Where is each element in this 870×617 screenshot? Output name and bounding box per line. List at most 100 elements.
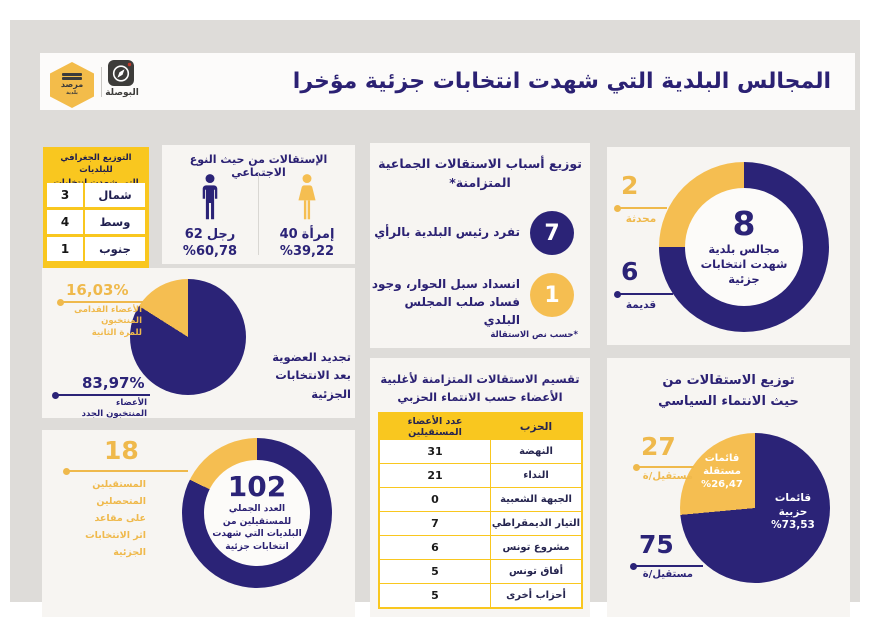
woman-icon bbox=[298, 174, 316, 220]
men-word: رجل bbox=[206, 227, 236, 242]
councils-center-label: مجالس بلدية شهدت انتخابات جزئية bbox=[700, 241, 788, 286]
table-row: 21 النداء bbox=[380, 463, 581, 487]
donut-center: 102 العدد الجملي للمستقيلين من البلديات … bbox=[204, 460, 310, 566]
gender-panel-title: الإستقالات من حيث النوع الاجتماعي bbox=[189, 153, 328, 179]
resignees-donut-chart: 102 العدد الجملي للمستقيلين من البلديات … bbox=[182, 438, 332, 588]
reason-text: انسداد سبل الحوار، وجود فساد صلب المجلس … bbox=[371, 277, 520, 327]
callout-line bbox=[614, 204, 667, 212]
party-column-header: الحزب bbox=[519, 420, 553, 433]
old-councils-label: قديمة bbox=[625, 299, 657, 311]
table-row: 5 أحزاب أخرى bbox=[380, 583, 581, 607]
councils-donut-chart: 8 مجالس بلدية شهدت انتخابات جزئية bbox=[659, 162, 829, 332]
callout-line bbox=[52, 391, 150, 399]
party-name: التيار الديمقراطي bbox=[491, 518, 581, 529]
table-row: 3 شمال bbox=[47, 183, 145, 207]
callout-line bbox=[57, 298, 143, 306]
total-resignees-panel: 102 العدد الجملي للمستقيلين من البلديات … bbox=[42, 430, 355, 617]
women-count-line: 40 إمرأة bbox=[259, 227, 355, 242]
political-pie-chart bbox=[680, 433, 830, 583]
party-table-panel: تقسيم الاستقالات المتزامنة لأغلبية الأعض… bbox=[370, 358, 590, 617]
party-name: أفاق تونس bbox=[508, 566, 564, 577]
region-label: وسط bbox=[99, 215, 131, 229]
councils-panel: 8 مجالس بلدية شهدت انتخابات جزئية 2 محدث… bbox=[607, 147, 850, 345]
marsad-logo-text: مرصد bbox=[60, 80, 84, 90]
table-row: 7 التيار الديمقراطي bbox=[380, 511, 581, 535]
reasons-panel-title: توزيع أسباب الاستقالات الجماعية المتزامن… bbox=[378, 156, 582, 191]
men-count-line: 62 رجل bbox=[162, 227, 258, 242]
party-count: 75 bbox=[639, 530, 674, 559]
callout-line bbox=[614, 290, 673, 298]
seat-winners-label: المستقيلين المتحصلين على مقاعد اثر الانت… bbox=[85, 479, 146, 559]
resignees-total: 102 bbox=[227, 470, 287, 504]
political-affiliation-panel: توزيع الاستقالات من حيث الانتماء السياسي… bbox=[607, 358, 850, 617]
callout-line bbox=[633, 463, 694, 471]
region-label: جنوب bbox=[99, 242, 131, 256]
old-members-label: الأعضاء القدامى المنتخبون للمرة الثانية bbox=[74, 305, 142, 338]
political-panel-title: توزيع الاستقالات من حيث الانتماء السياسي bbox=[658, 373, 799, 410]
geo-table: 3 شمال 4 وسط 1 جنوب bbox=[47, 183, 145, 264]
marsad-logo-subtext: بلدية bbox=[66, 90, 78, 97]
resign-count: 21 bbox=[380, 464, 491, 487]
logo-bar-icon bbox=[62, 73, 82, 77]
region-count: 1 bbox=[47, 237, 85, 261]
party-table-title: تقسيم الاستقالات المتزامنة لأغلبية الأعض… bbox=[380, 372, 580, 405]
old-members-pct: 16,03% bbox=[66, 281, 129, 299]
women-percentage: %39,22 bbox=[279, 244, 335, 259]
footnote: *حسب نص الاستقالة bbox=[490, 330, 578, 340]
logo-separator bbox=[101, 67, 102, 97]
count-column-header: عدد الأعضاء المستقيلين bbox=[380, 414, 491, 439]
women-word: إمرأة bbox=[301, 227, 335, 242]
compass-icon bbox=[108, 60, 134, 86]
callout-line bbox=[63, 467, 188, 475]
region-count: 3 bbox=[47, 183, 85, 207]
donut-center: 8 مجالس بلدية شهدت انتخابات جزئية bbox=[685, 188, 803, 306]
table-row: 5 أفاق تونس bbox=[380, 559, 581, 583]
geo-distribution-box: التوزيع الجغرافي للبلديات التي شهدت انتخ… bbox=[43, 147, 149, 268]
old-councils-value: 6 bbox=[621, 257, 639, 286]
table-row: 4 وسط bbox=[47, 210, 145, 234]
party-count-word: مستقيل/ة bbox=[642, 569, 693, 580]
header-bar: مرصد بلدية البوصلة المجالس البلدية التي … bbox=[40, 53, 855, 110]
callout-line bbox=[630, 562, 703, 570]
membership-panel-title: تجديد العضوية بعد الانتخابات الجزئية bbox=[272, 350, 351, 401]
resign-count: 6 bbox=[380, 536, 491, 559]
new-members-pct: 83,97% bbox=[82, 374, 145, 392]
membership-renewal-panel: تجديد العضوية بعد الانتخابات الجزئية 16,… bbox=[42, 268, 355, 420]
independent-lists-pct: %26,47 bbox=[701, 479, 743, 490]
councils-total: 8 bbox=[732, 204, 756, 244]
men-count: 62 bbox=[184, 227, 203, 242]
men-percentage: %60,78 bbox=[182, 244, 238, 259]
marsad-baladia-logo: مرصد بلدية bbox=[50, 62, 94, 108]
resignees-center-label: العدد الجملي للمستقيلين من البلديات التي… bbox=[212, 504, 302, 552]
party-table: عدد الأعضاء المستقيلين الحزب 31 النهضة 2… bbox=[378, 412, 583, 609]
new-members-label: الأعضاء المنتخبون الجدد bbox=[81, 398, 147, 420]
region-label: شمال bbox=[98, 188, 132, 202]
seat-winners-value: 18 bbox=[104, 436, 139, 465]
new-councils-label: محدثة bbox=[625, 213, 657, 225]
logo-bar-icon bbox=[62, 77, 82, 81]
region-count: 4 bbox=[47, 210, 85, 234]
party-name: الجبهة الشعبية bbox=[500, 494, 572, 505]
membership-pie-chart bbox=[130, 279, 246, 395]
independent-slice-label: قائمات مستقلة %26,47 bbox=[693, 452, 751, 491]
party-name: مشروع تونس bbox=[502, 542, 570, 553]
resign-count: 5 bbox=[380, 560, 491, 583]
men-block: 62 رجل %60,78 bbox=[162, 171, 258, 259]
party-lists-text: قائمات حزبية bbox=[774, 492, 812, 518]
independent-lists-text: قائمات مستقلة bbox=[703, 453, 741, 477]
resignation-reasons-panel: توزيع أسباب الاستقالات الجماعية المتزامن… bbox=[370, 143, 590, 348]
table-row: 1 جنوب bbox=[47, 237, 145, 261]
party-name: النهضة bbox=[519, 446, 553, 457]
party-name: النداء bbox=[523, 470, 549, 481]
table-row: 0 الجبهة الشعبية bbox=[380, 487, 581, 511]
party-slice-label: قائمات حزبية %73,53 bbox=[761, 492, 825, 533]
independent-count-word: مستقيل/ة bbox=[642, 471, 693, 482]
gender-panel: الإستقالات من حيث النوع الاجتماعي 62 رجل… bbox=[162, 145, 355, 264]
table-header-row: عدد الأعضاء المستقيلين الحزب bbox=[380, 414, 581, 439]
man-icon bbox=[202, 174, 218, 220]
new-councils-value: 2 bbox=[621, 171, 639, 200]
resign-count: 0 bbox=[380, 488, 491, 511]
vertical-divider bbox=[258, 173, 259, 255]
women-block: 40 إمرأة %39,22 bbox=[259, 171, 355, 259]
